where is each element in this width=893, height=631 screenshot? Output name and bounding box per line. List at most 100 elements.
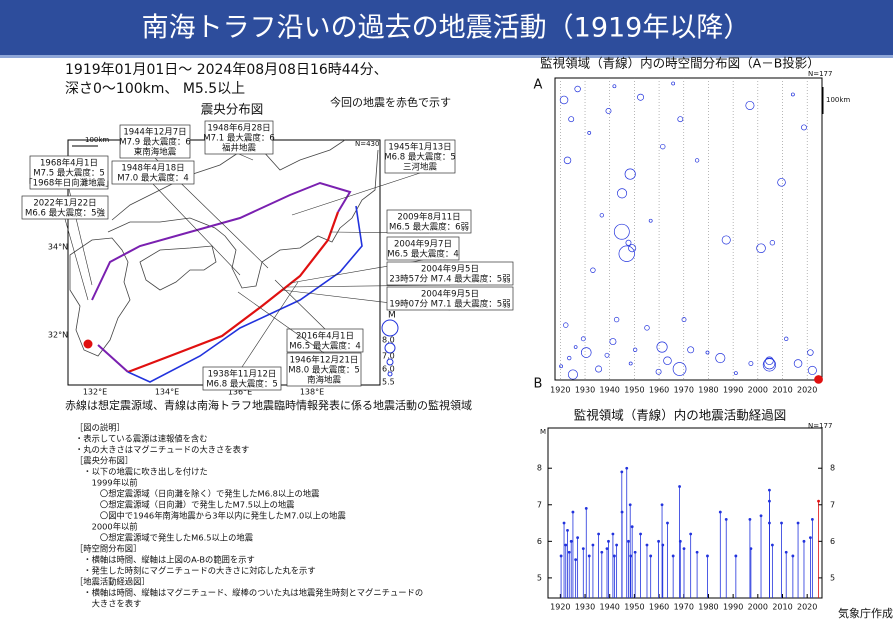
explanation-line: 〇想定震源域で発生したM6.5以上の地震: [75, 533, 253, 543]
point: [780, 521, 783, 525]
spacetime-point: [715, 353, 726, 364]
callout-text: 1945年1月13日: [388, 142, 451, 153]
callout-text: 東南海地震: [134, 147, 177, 158]
timeline-frame: [547, 427, 823, 599]
spacetime-point: [745, 100, 755, 110]
point: [718, 510, 722, 514]
point: [613, 554, 616, 558]
point: [749, 547, 753, 551]
spacetime-point: [687, 346, 695, 354]
callout-text: 1948年4月18日: [121, 163, 184, 174]
legend-circle: [387, 371, 393, 377]
point: [567, 550, 571, 554]
header-bar: [0, 0, 893, 55]
spacetime-point: [656, 341, 668, 353]
point: [605, 547, 609, 551]
point: [657, 539, 660, 543]
legend-circle: [384, 342, 396, 354]
x-tick-label: 1920: [550, 386, 570, 395]
spacetime-point: [721, 235, 731, 245]
spacetime-point: [784, 336, 789, 341]
callout-text: M6.5 最大震度：4: [387, 249, 458, 260]
spacetime-point: [681, 317, 687, 323]
label-a: A: [534, 78, 543, 93]
spacetime-point: [807, 365, 817, 375]
point: [591, 543, 595, 547]
spacetime-point: [628, 244, 637, 253]
point: [607, 539, 610, 543]
legend-title: M: [388, 311, 396, 321]
x-tick-label: 1940: [600, 386, 620, 395]
point: [791, 554, 795, 558]
explanation-line: ・表示している震源は速報値を含む: [75, 434, 208, 444]
point: [817, 499, 820, 503]
spacetime-point: [612, 84, 617, 89]
x-tick-label: 1940: [600, 603, 620, 612]
explanation-line: ・横軸は時間、縦軸はマグニチュード、縦棒のついた丸は地震発生時刻とマグニチュード…: [75, 588, 423, 598]
explanation-line: ・横軸は時間、縦軸は上図のA-Bの範囲を示す: [75, 555, 255, 565]
spacetime-point: [733, 371, 738, 376]
spacetime-point: [604, 352, 610, 358]
lat-label: 34°N: [48, 243, 68, 252]
timeline-title: 監視領域（青線）内の地震活動経過図: [574, 408, 787, 423]
spacetime-point: [663, 356, 672, 366]
point: [629, 554, 633, 558]
spacetime-point: [605, 107, 612, 114]
explanation-line: ［地震活動経過図］: [75, 577, 150, 587]
spacetime-point: [660, 143, 666, 150]
point: [627, 539, 630, 543]
callout-text: 三河地震: [403, 162, 438, 173]
callout-text: M6.8 最大震度：5: [384, 152, 455, 163]
callout-box: [386, 209, 472, 234]
point: [562, 521, 566, 525]
callout-text: 南海地震: [307, 375, 342, 386]
legend-circle: [386, 358, 394, 366]
x-tick-label: 1980: [698, 386, 718, 395]
map-scale: 100km: [85, 136, 109, 144]
explanation-line: 〇図中で1946年南海地震から3年以内に発生したM7.0以上の地震: [75, 511, 346, 521]
point: [576, 536, 580, 540]
point: [748, 517, 752, 521]
spacetime-point: [793, 359, 803, 368]
point: [678, 539, 682, 543]
x-tick-label: 1970: [674, 386, 694, 395]
spacetime-point: [624, 168, 636, 180]
x-tick-label: 1960: [649, 386, 669, 395]
lat-label: 32°N: [48, 331, 68, 340]
explanation-line: ・発生した時刻にマグニチュードの大きさに対応した丸を示す: [75, 566, 316, 576]
header-rule: [0, 55, 893, 58]
point: [587, 554, 591, 558]
point: [706, 554, 709, 558]
spacetime-point: [625, 239, 632, 246]
callout-box: [111, 160, 195, 185]
x-tick-label: 2020: [797, 603, 817, 612]
point: [559, 554, 563, 558]
callout-box: [286, 328, 364, 353]
point: [564, 543, 568, 547]
y-tick-label: 6: [537, 537, 542, 546]
spacetime-point: [573, 345, 578, 349]
y-tick-label: 5: [537, 573, 542, 582]
leader-line: [237, 291, 325, 354]
x-tick-label: 1950: [624, 603, 644, 612]
spacetime-point: [559, 95, 569, 105]
y-tick-label: 6: [830, 537, 835, 546]
spacetime-point: [609, 338, 617, 346]
explanation-line: ・以下の地震に吹き出しを付けた: [75, 467, 208, 477]
y-tick-label: 8: [830, 464, 835, 473]
lon-label: 134°E: [155, 388, 179, 397]
callout-box: [386, 236, 460, 261]
coast-shikoku: [139, 245, 217, 291]
point: [810, 517, 814, 521]
point: [671, 554, 675, 558]
point: [796, 521, 800, 525]
callout-text: 19時07分 M7.1 最大震度：5弱: [389, 299, 510, 310]
spacetime-point: [567, 355, 572, 361]
point: [660, 503, 664, 507]
callout-box: [29, 155, 109, 190]
explanation-line: 大きさを表す: [75, 599, 141, 609]
callout-text: 1968年4月1日: [40, 158, 98, 169]
point: [734, 554, 738, 558]
